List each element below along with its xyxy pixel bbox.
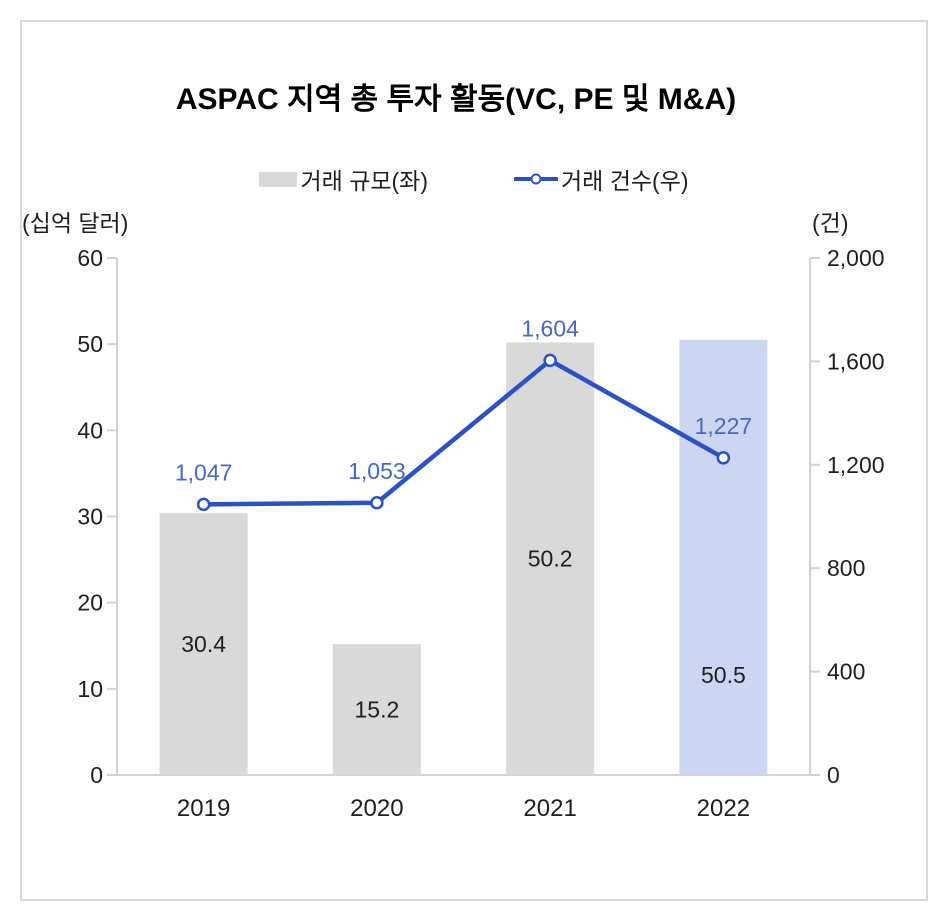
left-axis-tick-label: 60 (77, 245, 103, 271)
chart-title: ASPAC 지역 총 투자 활동(VC, PE 및 M&A) (175, 83, 737, 116)
legend-item-deal-size: 거래 규모(좌) (259, 162, 428, 196)
line-marker-2019 (196, 497, 211, 512)
category-label-2022: 2022 (697, 795, 750, 822)
category-label-2021: 2021 (523, 795, 576, 822)
bar-2019 (159, 513, 248, 775)
right-axis-tick-label: 1,600 (827, 348, 885, 374)
right-axis-tick-label: 2,000 (827, 245, 885, 271)
right-axis-tick-label: 400 (827, 659, 865, 685)
right-axis-unit-label: (건) (812, 210, 849, 236)
bar-value-label-2021: 50.2 (528, 546, 573, 572)
bar-swatch-icon (259, 171, 298, 187)
legend-label-deal-size: 거래 규모(좌) (300, 168, 428, 194)
line-marker-2021 (543, 353, 557, 368)
right-axis-tick-label: 0 (827, 762, 840, 788)
line-value-label-2021: 1,604 (521, 315, 579, 341)
line-marker-icon (514, 172, 558, 186)
line-marker-2022 (716, 451, 731, 465)
left-axis-tick-label: 30 (77, 504, 103, 530)
line-swatch-ring (530, 173, 542, 185)
left-axis-tick-label: 50 (77, 331, 103, 357)
left-axis-unit-label: (십억 달러) (22, 210, 129, 236)
deal-count-line (201, 358, 726, 507)
left-axis-tick-label: 20 (77, 590, 103, 616)
bar-value-label-2022: 50.5 (701, 662, 746, 688)
legend-label-deal-count: 거래 건수(우) (561, 168, 689, 194)
bar-value-label-2020: 15.2 (354, 697, 399, 723)
line-value-label-2020: 1,053 (348, 458, 406, 484)
right-axis-tick-label: 1,200 (827, 452, 885, 478)
category-label-2020: 2020 (350, 795, 403, 822)
bar-2020 (332, 644, 421, 775)
left-axis-tick-label: 10 (77, 676, 103, 702)
left-axis-tick-label: 0 (90, 762, 103, 788)
line-value-label-2022: 1,227 (695, 413, 753, 439)
legend: 거래 규모(좌) 거래 건수(우) (0, 164, 948, 194)
left-axis-tick-label: 40 (77, 417, 103, 443)
line-marker-2020 (370, 496, 384, 510)
bar-2022 (679, 339, 768, 775)
legend-item-deal-count: 거래 건수(우) (514, 162, 689, 196)
bar-2021 (506, 342, 595, 775)
category-label-2019: 2019 (177, 795, 230, 822)
bar-value-label-2019: 30.4 (181, 631, 226, 657)
line-value-label-2019: 1,047 (175, 459, 233, 485)
right-axis-tick-label: 800 (827, 555, 865, 581)
